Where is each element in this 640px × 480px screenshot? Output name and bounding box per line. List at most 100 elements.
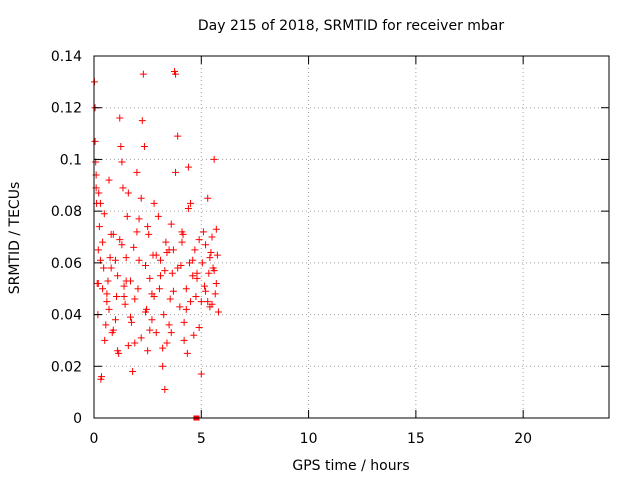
data-point [133,168,141,176]
data-point [107,230,115,238]
data-point [184,163,192,171]
data-point [204,298,212,306]
data-point [135,215,143,223]
data-point [105,305,113,313]
data-point [204,194,212,202]
data-point [198,259,206,267]
data-point [96,199,104,207]
y-axis-label: SRMTID / TECUs [7,182,23,295]
data-point [189,272,197,280]
data-point [99,285,107,293]
data-point [165,246,173,254]
data-point [140,143,148,150]
data-point [146,326,154,334]
data-point [191,246,199,254]
data-point [212,225,220,233]
data-point [150,199,158,207]
data-point [111,256,119,264]
data-point [144,347,152,355]
data-point [102,321,110,329]
data-point [169,287,177,295]
data-point [111,316,119,324]
data-point [166,295,174,303]
data-point [159,344,167,352]
x-tick-label: 15 [407,431,425,447]
data-point [124,189,132,197]
y-tick-label: 0.04 [51,308,82,324]
data-point [114,347,122,355]
data-point [119,184,127,192]
data-point [148,316,156,324]
data-point [122,277,130,285]
data-point [152,251,160,259]
data-point [134,285,142,293]
data-point [214,308,222,316]
data-point [133,228,141,236]
data-point [117,143,125,150]
data-point [195,236,203,244]
data-point [167,329,175,337]
data-point [130,243,138,251]
data-point [98,373,106,381]
data-point [113,292,121,300]
data-point [122,254,130,262]
data-point [159,362,167,370]
x-tick-label: 20 [514,431,532,447]
data-point [193,274,201,282]
data-point [212,280,220,288]
y-tick-label: 0.14 [51,49,82,65]
data-point [162,238,170,246]
chart-title: Day 215 of 2018, SRMTID for receiver mba… [198,18,505,34]
data-point [197,298,205,306]
data-point [129,367,137,375]
x-tick-label: 0 [90,431,99,447]
data-point [101,336,109,344]
x-axis-label: GPS time / hours [292,458,409,474]
data-point [161,267,169,275]
data-point [103,298,111,306]
y-tick-label: 0.1 [60,152,82,168]
data-point [167,220,175,228]
data-point [155,285,163,293]
data-point [118,241,126,249]
data-point [137,334,145,342]
data-point [172,168,180,176]
data-point [211,290,219,298]
data-point [144,223,152,231]
data-point [100,264,108,272]
data-point [116,236,124,244]
data-point [139,70,147,78]
data-point [95,189,103,197]
data-point [100,210,108,218]
data-point [137,194,145,202]
data-point [145,230,153,238]
data-point [104,277,112,285]
data-point [184,205,192,213]
data-point [202,287,210,295]
data-point [190,331,198,339]
data-point [210,267,218,275]
data-point [106,254,114,262]
data-point [142,261,149,269]
data-point [182,285,190,293]
data-point [187,298,195,306]
data-point [163,339,171,347]
data-point [174,264,182,272]
data-point [94,280,102,288]
data-point [197,370,205,378]
data-point [118,158,126,166]
data-point [128,318,136,326]
ticks: 0 5 10 15 20 0 0.02 0.04 0.06 0.08 0.1 0.12 0.14 [51,49,609,447]
y-tick-label: 0.02 [51,359,82,375]
data-point [157,272,165,280]
data-point [120,292,128,300]
y-tick-label: 0.06 [51,256,82,272]
data-point [148,290,156,298]
data-point [199,228,207,236]
data-point [202,241,210,249]
data-point [138,117,146,125]
data-point [131,339,139,347]
data-point [213,251,221,259]
data-point [146,274,154,282]
data-point [178,238,186,246]
